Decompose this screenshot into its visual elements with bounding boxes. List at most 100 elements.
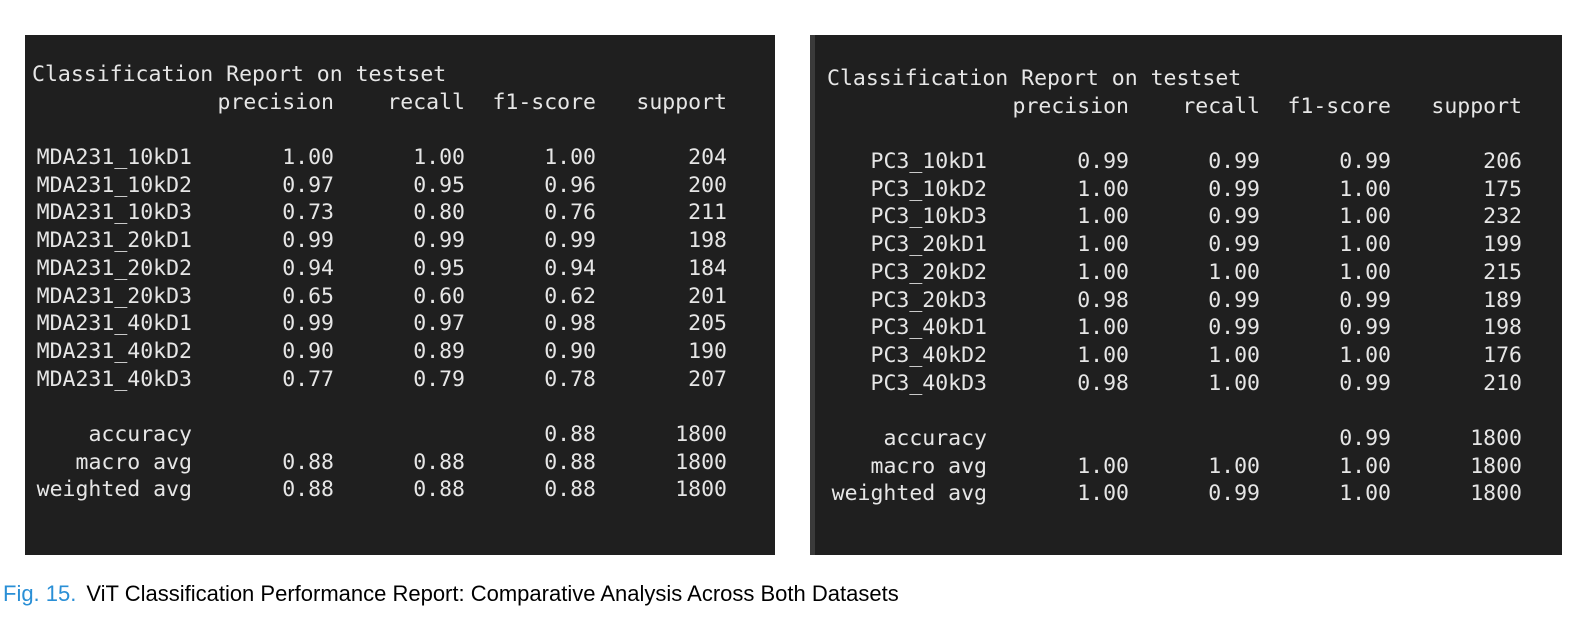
report-title: Classification Report on testset bbox=[32, 62, 447, 87]
class-label: PC3_40kD1 bbox=[870, 315, 988, 341]
header-cell: recall bbox=[1182, 93, 1260, 119]
precision-cell: 0.65 bbox=[282, 283, 334, 309]
class-label: MDA231_40kD1 bbox=[36, 311, 192, 337]
class-label: PC3_10kD1 bbox=[870, 149, 988, 175]
table-row: PC3_20kD3 0.98 0.99 0.99 189 bbox=[827, 287, 1562, 315]
f1-score-cell: 1.00 bbox=[544, 145, 596, 171]
table-row: MDA231_20kD3 0.65 0.60 0.62 201 bbox=[32, 283, 775, 311]
class-label: MDA231_10kD2 bbox=[36, 172, 192, 198]
class-label: MDA231_40kD3 bbox=[36, 366, 192, 392]
f1-score-cell: 0.94 bbox=[544, 255, 596, 281]
recall-cell: 0.79 bbox=[413, 366, 465, 392]
precision-cell: 1.00 bbox=[1077, 453, 1129, 479]
support-cell: 1800 bbox=[1470, 481, 1522, 507]
recall-cell: 0.95 bbox=[413, 172, 465, 198]
figure-label: Fig. 15. bbox=[3, 581, 77, 606]
f1-score-cell: 0.99 bbox=[1339, 149, 1391, 175]
support-cell: 1800 bbox=[1470, 425, 1522, 451]
f1-score-cell: 1.00 bbox=[1339, 232, 1391, 258]
f1-score-cell: 0.90 bbox=[544, 338, 596, 364]
support-cell: 175 bbox=[1483, 176, 1522, 202]
table-row: PC3_10kD3 1.00 0.99 1.00 232 bbox=[827, 203, 1562, 231]
table-row: MDA231_40kD3 0.77 0.79 0.78 207 bbox=[32, 366, 775, 394]
summary-row-weighted-avg: weighted avg 1.00 0.99 1.00 1800 bbox=[827, 480, 1562, 508]
header-cell: precision bbox=[1012, 93, 1130, 119]
header-cell: recall bbox=[387, 89, 465, 115]
support-cell: 201 bbox=[688, 283, 727, 309]
support-cell: 207 bbox=[688, 366, 727, 392]
header-cell bbox=[32, 89, 192, 117]
recall-cell: 0.99 bbox=[1208, 176, 1260, 202]
support-cell: 211 bbox=[688, 200, 727, 226]
recall-cell: 0.99 bbox=[1208, 149, 1260, 175]
support-cell: 1800 bbox=[675, 421, 727, 447]
class-label: PC3_40kD2 bbox=[870, 342, 988, 368]
class-label: MDA231_20kD1 bbox=[36, 228, 192, 254]
support-cell: 1800 bbox=[1470, 453, 1522, 479]
table-row: PC3_20kD1 1.00 0.99 1.00 199 bbox=[827, 231, 1562, 259]
support-cell: 199 bbox=[1483, 232, 1522, 258]
support-cell: 1800 bbox=[675, 477, 727, 503]
summary-row-macro-avg: macro avg 1.00 1.00 1.00 1800 bbox=[827, 453, 1562, 481]
f1-score-cell: 0.88 bbox=[544, 421, 596, 447]
precision-cell: 1.00 bbox=[1077, 342, 1129, 368]
class-label: MDA231_20kD3 bbox=[36, 283, 192, 309]
precision-cell: 1.00 bbox=[1077, 481, 1129, 507]
class-label: PC3_20kD3 bbox=[870, 287, 988, 313]
precision-cell: 1.00 bbox=[1077, 204, 1129, 230]
recall-cell: 0.95 bbox=[413, 255, 465, 281]
support-cell: 205 bbox=[688, 311, 727, 337]
f1-score-cell: 0.99 bbox=[1339, 425, 1391, 451]
recall-cell: 0.89 bbox=[413, 338, 465, 364]
table-row: MDA231_10kD3 0.73 0.80 0.76 211 bbox=[32, 199, 775, 227]
table-row: PC3_40kD2 1.00 1.00 1.00 176 bbox=[827, 342, 1562, 370]
f1-score-cell: 1.00 bbox=[1339, 481, 1391, 507]
figure-caption-text: ViT Classification Performance Report: C… bbox=[86, 581, 899, 606]
class-label: MDA231_10kD3 bbox=[36, 200, 192, 226]
summary-label: accuracy bbox=[88, 421, 192, 447]
figure-caption: Fig. 15. ViT Classification Performance R… bbox=[3, 581, 899, 607]
precision-cell: 1.00 bbox=[1077, 259, 1129, 285]
f1-score-cell: 0.62 bbox=[544, 283, 596, 309]
summary-label: accuracy bbox=[883, 425, 987, 451]
recall-cell: 0.60 bbox=[413, 283, 465, 309]
recall-cell bbox=[1129, 425, 1260, 453]
precision-cell bbox=[192, 421, 334, 449]
header-row: precision recall f1-score support bbox=[827, 93, 1562, 121]
class-label: MDA231_20kD2 bbox=[36, 255, 192, 281]
recall-cell: 0.97 bbox=[413, 311, 465, 337]
recall-cell: 0.99 bbox=[1208, 481, 1260, 507]
header-cell: support bbox=[1431, 93, 1522, 119]
recall-cell: 0.99 bbox=[1208, 287, 1260, 313]
support-cell: 189 bbox=[1483, 287, 1522, 313]
class-label: PC3_10kD2 bbox=[870, 176, 988, 202]
classification-report-panel-right: Classification Report on testset precisi… bbox=[810, 35, 1562, 555]
recall-cell: 0.99 bbox=[413, 228, 465, 254]
header-row: precision recall f1-score support bbox=[32, 89, 775, 117]
table-row: PC3_40kD3 0.98 1.00 0.99 210 bbox=[827, 370, 1562, 398]
f1-score-cell: 0.99 bbox=[1339, 370, 1391, 396]
support-cell: 198 bbox=[1483, 315, 1522, 341]
precision-cell: 0.94 bbox=[282, 255, 334, 281]
table-row: MDA231_20kD1 0.99 0.99 0.99 198 bbox=[32, 227, 775, 255]
precision-cell: 0.90 bbox=[282, 338, 334, 364]
precision-cell: 0.98 bbox=[1077, 287, 1129, 313]
summary-row-accuracy: accuracy 0.99 1800 bbox=[827, 425, 1562, 453]
recall-cell: 0.99 bbox=[1208, 204, 1260, 230]
table-row: MDA231_20kD2 0.94 0.95 0.94 184 bbox=[32, 255, 775, 283]
recall-cell: 0.99 bbox=[1208, 232, 1260, 258]
f1-score-cell: 0.88 bbox=[544, 449, 596, 475]
precision-cell: 0.73 bbox=[282, 200, 334, 226]
precision-cell: 0.99 bbox=[282, 228, 334, 254]
support-cell: 176 bbox=[1483, 342, 1522, 368]
table-row: MDA231_40kD2 0.90 0.89 0.90 190 bbox=[32, 338, 775, 366]
report-title: Classification Report on testset bbox=[827, 66, 1242, 91]
support-cell: 204 bbox=[688, 145, 727, 171]
f1-score-cell: 1.00 bbox=[1339, 342, 1391, 368]
table-row: PC3_10kD1 0.99 0.99 0.99 206 bbox=[827, 148, 1562, 176]
f1-score-cell: 1.00 bbox=[1339, 259, 1391, 285]
precision-cell: 0.88 bbox=[282, 477, 334, 503]
f1-score-cell: 0.99 bbox=[1339, 287, 1391, 313]
recall-cell: 1.00 bbox=[1208, 370, 1260, 396]
precision-cell: 0.98 bbox=[1077, 370, 1129, 396]
